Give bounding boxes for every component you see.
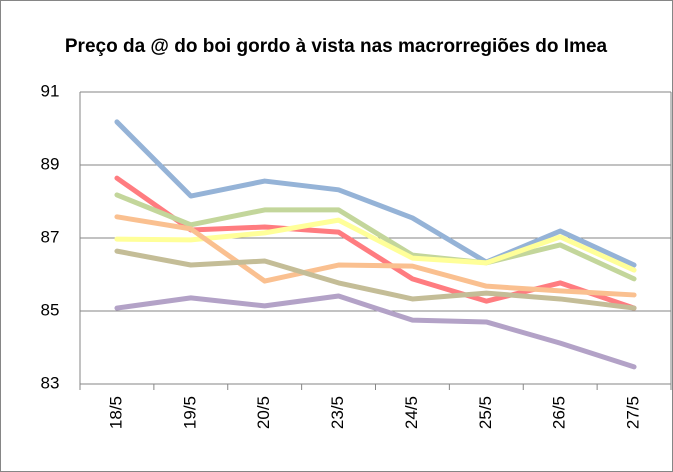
chart-title: Preço da @ do boi gordo à vista nas macr… (65, 36, 608, 57)
x-tick-label: 24/5 (402, 396, 421, 429)
x-tick-label: 19/5 (180, 396, 199, 429)
y-tick-label: 89 (41, 154, 60, 173)
series-line (114, 175, 637, 311)
x-tick-label: 26/5 (550, 396, 569, 429)
series-line (114, 248, 637, 311)
x-tick-label: 25/5 (476, 396, 495, 429)
y-tick-label: 83 (41, 373, 60, 392)
series-line (114, 214, 637, 298)
x-tick-label: 23/5 (328, 396, 347, 429)
series-line (114, 293, 637, 370)
y-tick-label: 91 (41, 81, 60, 100)
x-tick-label: 18/5 (106, 396, 125, 429)
x-tick-label: 27/5 (624, 396, 643, 429)
y-tick-label: 87 (41, 227, 60, 246)
series-line (114, 119, 637, 268)
y-tick-label: 85 (41, 300, 60, 319)
series-line (114, 192, 637, 282)
x-tick-label: 20/5 (254, 396, 273, 429)
